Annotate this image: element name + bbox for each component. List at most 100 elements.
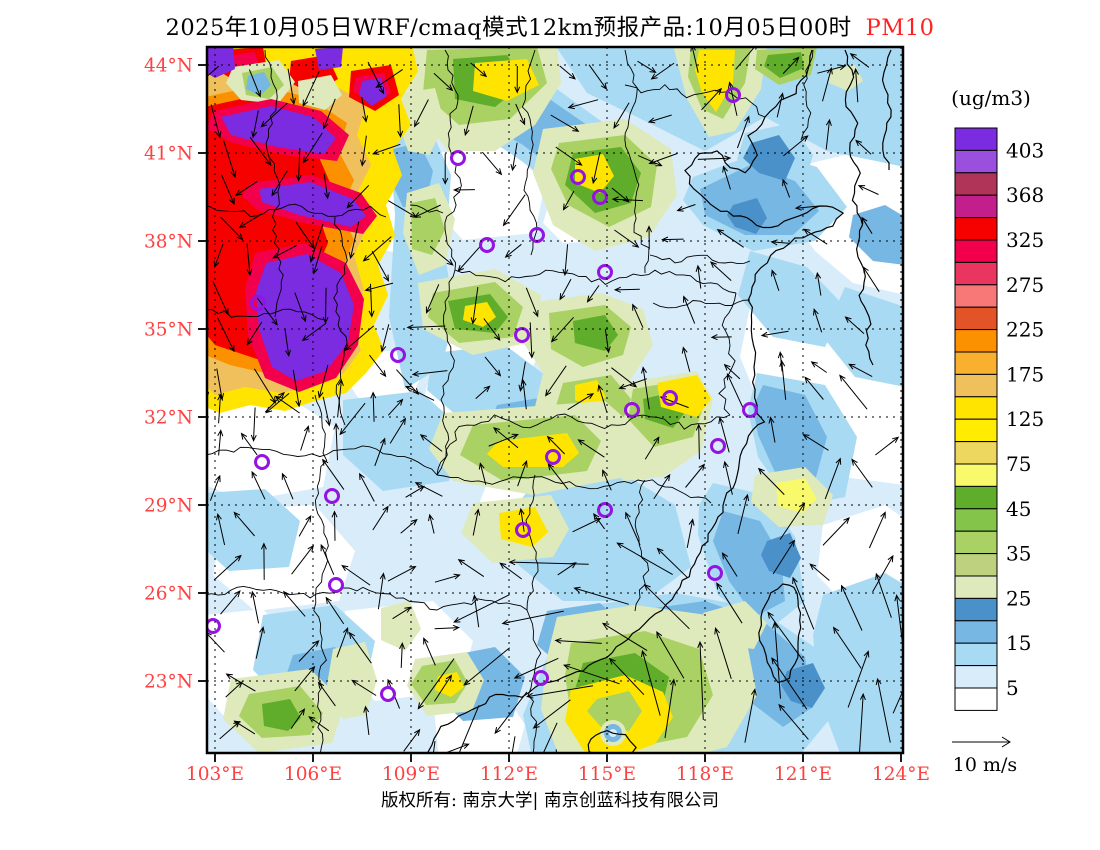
legend-tick-label: 45: [1006, 497, 1031, 521]
wind-arrow: [217, 317, 235, 353]
wind-arrow: [614, 229, 640, 248]
wind-arrow: [220, 174, 235, 206]
wind-arrow: [322, 396, 332, 427]
wind-arrow: [681, 346, 691, 372]
wind-arrow: [377, 572, 386, 610]
legend-color-box: [954, 172, 998, 196]
wind-arrow: [484, 356, 502, 377]
wind-arrow: [444, 743, 470, 753]
wind-arrow: [483, 318, 501, 341]
wind-arrow: [768, 416, 776, 443]
wind-arrow: [802, 433, 829, 451]
wind-arrow: [641, 649, 661, 716]
wind-arrow: [875, 677, 891, 743]
wind-arrow: [284, 328, 291, 358]
wind-arrow: [794, 204, 821, 211]
wind-arrow: [613, 286, 640, 293]
wind-arrow: [686, 518, 695, 548]
wind-arrow: [710, 334, 732, 341]
station-marker: [479, 237, 495, 253]
station-marker: [450, 150, 466, 166]
wind-arrow: [417, 658, 455, 710]
wind-arrow: [333, 422, 340, 461]
wind-arrow: [369, 354, 387, 378]
wind-arrow: [425, 284, 440, 314]
wind-arrow: [545, 365, 567, 397]
wind-arrow: [281, 472, 294, 500]
wind-arrow: [695, 264, 702, 289]
station-marker: [570, 169, 586, 185]
graticule: [207, 47, 903, 753]
wind-arrow: [207, 65, 220, 78]
wind-arrow: [348, 221, 360, 260]
wind-arrow: [434, 573, 461, 583]
wind-arrow: [423, 637, 436, 666]
legend-color-box: [954, 351, 998, 375]
wind-arrow: [251, 110, 259, 139]
color-legend: (ug/m3) 403 368 325 275 225 175 125 75 45 35 25 15 5: [951, 86, 1044, 711]
wind-arrow: [371, 250, 390, 282]
province-line: [649, 254, 751, 265]
wind-arrow: [272, 244, 298, 259]
wind-arrow: [339, 402, 366, 436]
wind-arrow: [255, 295, 278, 326]
lon-tick-label: 106°E: [284, 764, 342, 785]
wind-arrow: [253, 368, 277, 404]
wind-arrow: [494, 691, 528, 735]
wind-arrow: [721, 552, 738, 577]
wind-arrow: [783, 135, 809, 157]
wind-arrow: [493, 427, 519, 449]
wind-arrow: [616, 542, 673, 576]
province-line: [652, 299, 751, 309]
wind-arrow: [690, 47, 699, 73]
wind-arrow: [502, 194, 526, 227]
legend-color-box: [954, 306, 998, 331]
wind-arrow: [346, 185, 370, 209]
wind-arrow: [643, 583, 690, 630]
wind-arrow: [844, 316, 865, 334]
wind-arrow: [210, 104, 222, 139]
wind-arrow: [550, 316, 574, 343]
wind-arrow: [411, 370, 448, 377]
lat-tick-label: 29°N: [144, 496, 193, 517]
wind-arrow: [695, 423, 702, 460]
wind-arrow: [320, 543, 335, 575]
wind-arrow: [782, 56, 800, 74]
wind-arrow: [586, 285, 600, 303]
legend-color-box: [954, 149, 998, 174]
wind-arrow: [892, 689, 903, 714]
lat-tick-label: 41°N: [144, 144, 193, 165]
legend-color-box: [954, 485, 998, 510]
wind-arrow: [875, 436, 900, 456]
wind-arrow: [463, 105, 474, 137]
province-line: [436, 474, 712, 504]
wind-arrow: [760, 330, 789, 338]
wind-arrow: [772, 539, 796, 575]
legend-color-box: [954, 217, 998, 241]
wind-arrow: [547, 463, 569, 490]
wind-arrow: [217, 393, 224, 424]
wind-arrow: [855, 139, 872, 155]
legend-color-box: [954, 620, 998, 644]
wind-arrow: [597, 384, 608, 413]
legend-color-box: [954, 329, 998, 353]
province-line: [272, 184, 284, 318]
wind-arrow: [714, 627, 732, 679]
wind-arrow: [470, 287, 479, 325]
wind-arrow: [321, 458, 345, 490]
province-line: [800, 49, 814, 141]
wind-arrow: [282, 590, 306, 617]
wind-arrow: [644, 436, 660, 460]
wind-arrow: [361, 97, 369, 123]
wind-arrow: [518, 507, 525, 532]
island-outline: [587, 730, 637, 753]
lat-tick-label: 32°N: [144, 408, 193, 429]
wind-arrow: [250, 590, 260, 624]
station-markers: [207, 87, 758, 702]
legend-color-box: [954, 575, 998, 599]
wind-arrow: [632, 303, 644, 328]
wind-arrow: [274, 395, 300, 414]
wind-arrow: [723, 363, 741, 380]
wind-arrow: [602, 469, 612, 491]
station-marker: [390, 347, 406, 363]
